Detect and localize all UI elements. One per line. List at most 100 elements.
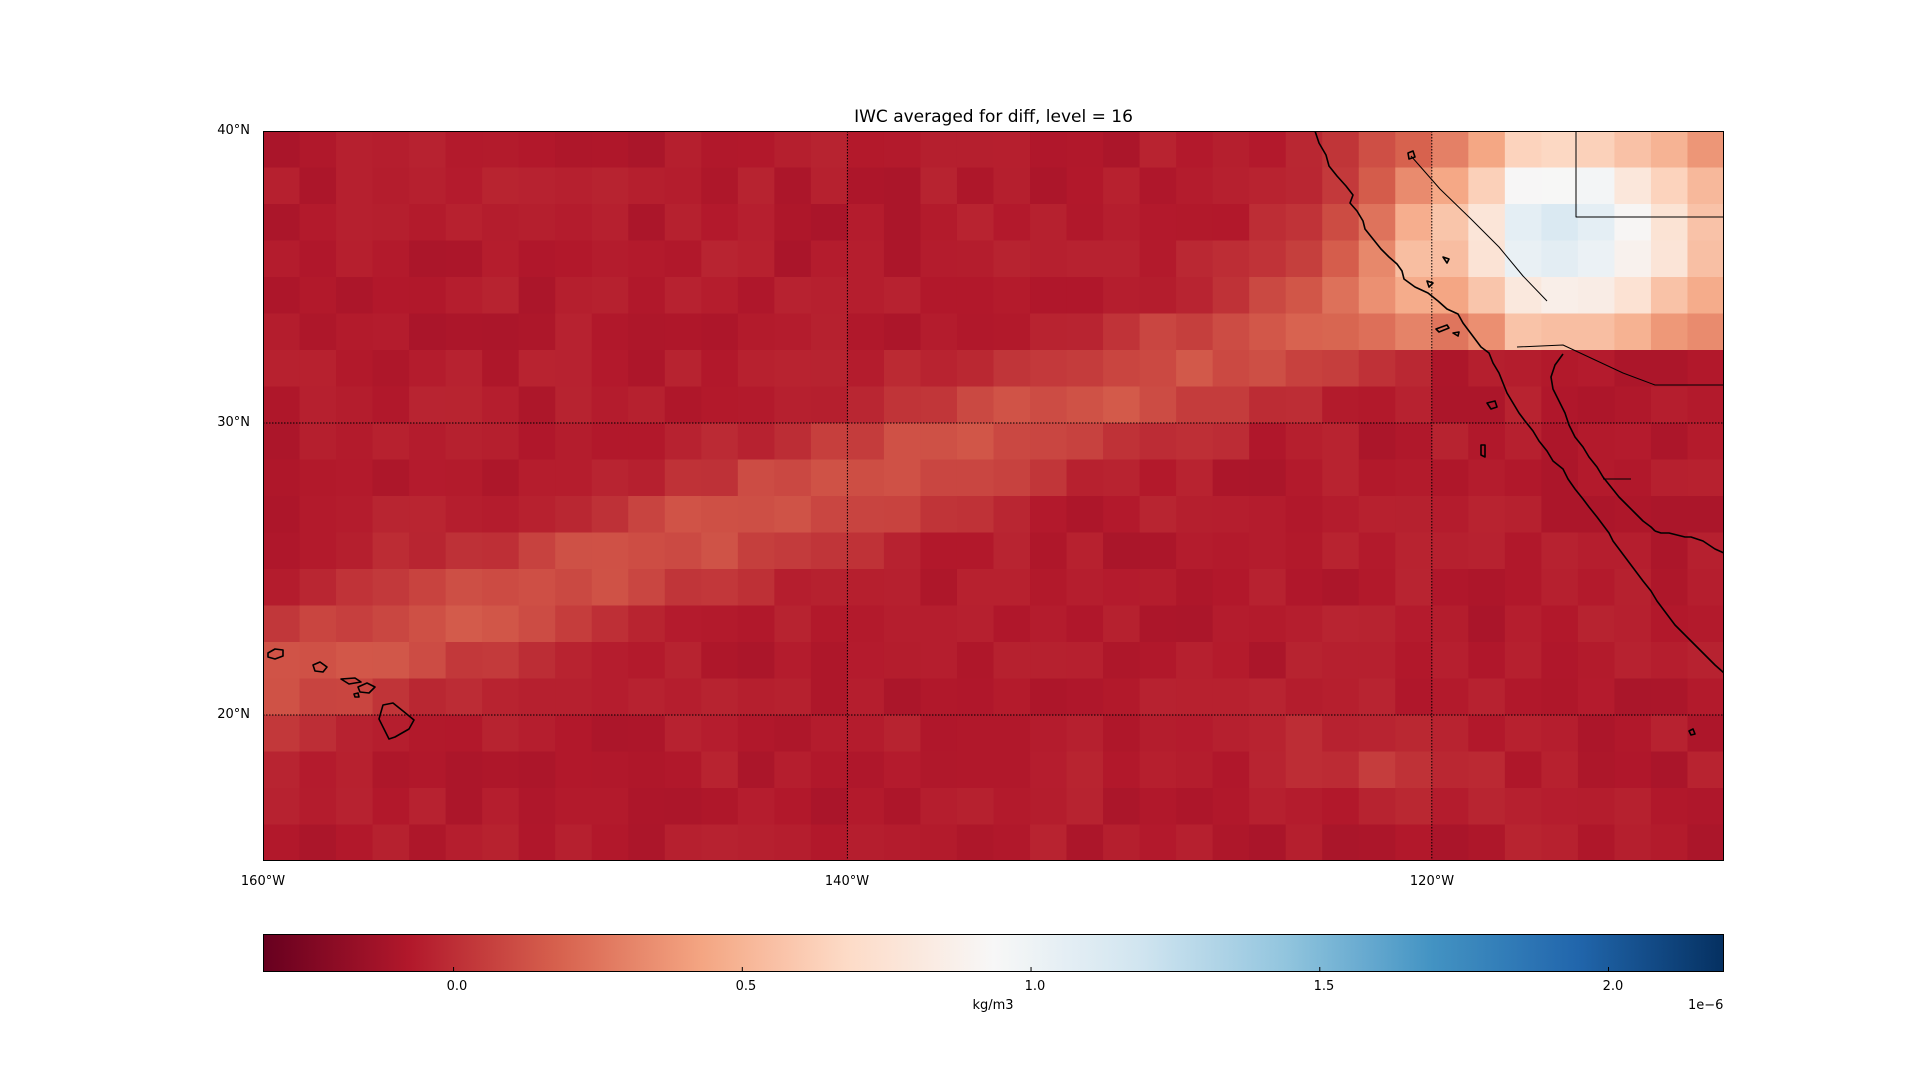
grid-cell	[263, 167, 301, 205]
grid-cell	[1176, 569, 1214, 607]
grid-cell	[883, 715, 922, 753]
grid-cell	[1431, 204, 1469, 242]
grid-cell	[883, 496, 922, 534]
grid-cell	[1030, 277, 1068, 315]
grid-cell	[1577, 642, 1616, 680]
grid-cell	[1176, 496, 1214, 534]
grid-cell	[591, 204, 629, 242]
grid-cell	[591, 386, 629, 424]
grid-cell	[993, 240, 1031, 278]
grid-cell	[1212, 131, 1250, 169]
grid-cell	[1614, 277, 1652, 315]
grid-cell	[1139, 167, 1177, 205]
grid-cell	[993, 824, 1031, 861]
grid-cell	[810, 569, 848, 607]
grid-cell	[1066, 423, 1104, 461]
grid-cell	[1176, 532, 1214, 570]
lon-label-140w: 140°W	[824, 874, 870, 889]
grid-cell	[263, 605, 301, 643]
grid-cell	[445, 386, 483, 424]
grid-cell	[1431, 532, 1469, 570]
grid-cell	[1395, 678, 1433, 716]
grid-cell	[299, 678, 337, 716]
grid-cell	[956, 715, 995, 753]
grid-cell	[1030, 459, 1068, 497]
grid-cell	[847, 715, 885, 753]
grid-cell	[263, 386, 301, 424]
grid-cell	[1650, 605, 1689, 643]
grid-cell	[1139, 496, 1177, 534]
grid-cell	[993, 459, 1031, 497]
grid-cell	[920, 167, 958, 205]
grid-cell	[1176, 277, 1214, 315]
grid-cell	[1066, 204, 1104, 242]
grid-cell	[336, 751, 374, 789]
grid-cell	[1358, 642, 1396, 680]
grid-cell	[518, 204, 556, 242]
grid-cell	[263, 459, 301, 497]
grid-cell	[737, 678, 775, 716]
grid-cell	[1176, 240, 1214, 278]
grid-cell	[664, 824, 702, 861]
grid-cell	[1249, 313, 1287, 351]
grid-cell	[299, 642, 337, 680]
grid-cell	[263, 642, 301, 680]
grid-cell	[1395, 569, 1433, 607]
lat-label-40n: 40°N	[217, 123, 250, 138]
grid-cell	[810, 386, 848, 424]
grid-cell	[1468, 131, 1506, 169]
grid-cell	[1176, 715, 1214, 753]
grid-cell	[1358, 240, 1396, 278]
grid-cell	[336, 824, 374, 861]
grid-cell	[1322, 167, 1360, 205]
grid-cell	[1358, 277, 1396, 315]
grid-cell	[445, 605, 483, 643]
grid-cell	[920, 678, 958, 716]
grid-cell	[1577, 751, 1616, 789]
grid-cell	[1431, 240, 1469, 278]
grid-cell	[1614, 240, 1652, 278]
grid-cell	[664, 678, 702, 716]
grid-cell	[774, 131, 812, 169]
grid-cell	[263, 532, 301, 570]
grid-cell	[372, 532, 410, 570]
grid-cell	[737, 313, 775, 351]
grid-cell	[920, 131, 958, 169]
grid-cell	[1577, 605, 1616, 643]
grid-cell	[263, 423, 301, 461]
grid-cell	[372, 459, 410, 497]
grid-cell	[1358, 678, 1396, 716]
grid-cell	[299, 204, 337, 242]
grid-cell	[1650, 167, 1689, 205]
grid-cell	[1030, 824, 1068, 861]
grid-cell	[1176, 131, 1214, 169]
grid-cell	[518, 459, 556, 497]
grid-cell	[737, 532, 775, 570]
grid-cell	[883, 313, 922, 351]
grid-cell	[701, 167, 739, 205]
grid-cell	[1577, 532, 1616, 570]
grid-cell	[1358, 350, 1396, 388]
grid-cell	[1322, 532, 1360, 570]
grid-cell	[1577, 678, 1616, 716]
grid-cell	[883, 605, 922, 643]
grid-cell	[1212, 605, 1250, 643]
grid-cell	[555, 386, 593, 424]
grid-cell	[1431, 131, 1469, 169]
grid-cell	[1066, 131, 1104, 169]
grid-cell	[1103, 605, 1141, 643]
grid-cell	[1030, 386, 1068, 424]
grid-cell	[774, 678, 812, 716]
grid-cell	[1103, 496, 1141, 534]
grid-cell	[1322, 386, 1360, 424]
grid-cell	[336, 131, 374, 169]
grid-cell	[993, 642, 1031, 680]
grid-cell	[883, 204, 922, 242]
grid-cell	[1650, 642, 1689, 680]
grid-cell	[1541, 167, 1579, 205]
grid-cell	[737, 715, 775, 753]
grid-cell	[518, 715, 556, 753]
grid-cell	[774, 423, 812, 461]
island	[1480, 444, 1486, 458]
grid-cell	[372, 496, 410, 534]
